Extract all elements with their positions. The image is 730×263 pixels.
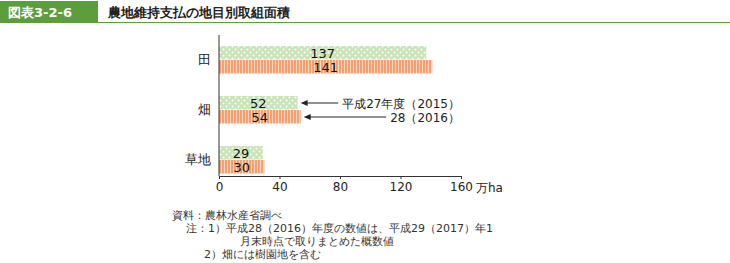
y-tick: 田 bbox=[198, 52, 219, 67]
data-label: 52 bbox=[250, 96, 267, 111]
legend-arrow bbox=[309, 117, 387, 118]
data-label: 137 bbox=[310, 46, 335, 61]
data-label: 54 bbox=[252, 110, 269, 125]
x-tick-label: 0 bbox=[216, 180, 224, 194]
x-tick-label: 120 bbox=[390, 180, 413, 194]
x-tick: 40 bbox=[272, 176, 287, 194]
y-axis-line bbox=[219, 35, 220, 176]
x-tick-label: 40 bbox=[272, 180, 287, 194]
header-rule bbox=[0, 22, 730, 23]
legend-label: 平成27年度（2015） bbox=[342, 97, 460, 111]
note: 月末時点で取りまとめた概数値 bbox=[240, 235, 394, 248]
x-tick: 160 bbox=[450, 176, 473, 194]
x-tick-label: 160 bbox=[450, 180, 473, 194]
category-label: 畑 bbox=[198, 102, 211, 117]
bar bbox=[219, 96, 298, 110]
legend-arrow bbox=[306, 103, 339, 104]
y-tick: 草地 bbox=[185, 152, 219, 167]
figure-label: 図表3-2-6 bbox=[8, 5, 72, 20]
chart: 図表3-2-6 農地維持支払の地目別取組面積 137 52 29 141 54 30 0 40 80… bbox=[0, 0, 730, 263]
x-tick: 0 bbox=[216, 176, 224, 194]
data-label: 29 bbox=[233, 146, 250, 161]
x-tick-label: 80 bbox=[333, 180, 348, 194]
bar bbox=[219, 160, 264, 174]
x-axis: 0 40 80 120 160 bbox=[216, 176, 473, 194]
title: 農地維持支払の地目別取組面積 bbox=[107, 5, 290, 20]
note: 注：1）平成28（2016）年度の数値は、平成29（2017）年1 bbox=[186, 222, 493, 235]
data-labels: 137 52 29 141 54 30 bbox=[233, 46, 338, 175]
bar bbox=[219, 60, 432, 74]
data-label: 30 bbox=[233, 160, 250, 175]
y-axis: 田畑草地 bbox=[185, 35, 219, 176]
bar bbox=[219, 46, 426, 60]
legend: 平成27年度（2015）28（2016） bbox=[301, 97, 460, 125]
legend-arrowhead bbox=[304, 114, 311, 120]
source: 資料：農林水産省調べ bbox=[172, 209, 282, 222]
footnotes: 資料：農林水産省調べ注：1）平成28（2016）年度の数値は、平成29（2017… bbox=[172, 209, 493, 261]
legend-arrowhead bbox=[301, 100, 308, 106]
legend-label: 28（2016） bbox=[390, 111, 460, 125]
note: 2）畑には樹園地を含む bbox=[204, 248, 321, 261]
data-label: 141 bbox=[313, 60, 338, 75]
y-tick: 畑 bbox=[198, 102, 219, 117]
category-label: 草地 bbox=[185, 152, 211, 167]
x-tick: 120 bbox=[390, 176, 413, 194]
category-label: 田 bbox=[198, 52, 211, 67]
x-tick: 80 bbox=[333, 176, 348, 194]
x-axis-label: 万ha bbox=[476, 181, 503, 195]
bar bbox=[219, 110, 301, 124]
bar bbox=[219, 146, 263, 160]
header-label-box bbox=[0, 1, 98, 22]
